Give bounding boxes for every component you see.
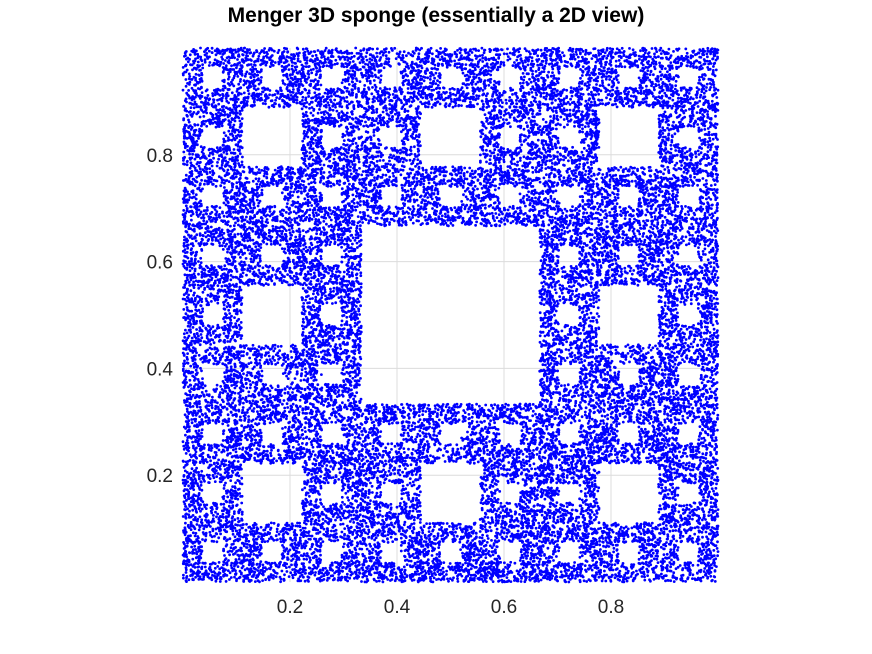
y-tick-label: 0.2 (147, 466, 173, 487)
y-tick-label: 0.6 (147, 253, 173, 274)
scatter-points (181, 46, 720, 584)
x-tick-label: 0.6 (491, 597, 517, 618)
chart-title: Menger 3D sponge (essentially a 2D view) (227, 4, 645, 27)
y-tick-label: 0.4 (147, 359, 174, 380)
x-tick-label: 0.4 (384, 597, 411, 618)
x-tick-label: 0.8 (598, 597, 624, 618)
y-axis-ticks: 0.2 0.4 0.6 0.8 (147, 146, 174, 487)
grid (183, 48, 718, 582)
x-axis-ticks: 0.2 0.4 0.6 0.8 (277, 597, 624, 618)
data-points (181, 46, 720, 584)
x-tick-label: 0.2 (277, 597, 303, 618)
y-tick-label: 0.8 (147, 146, 173, 167)
